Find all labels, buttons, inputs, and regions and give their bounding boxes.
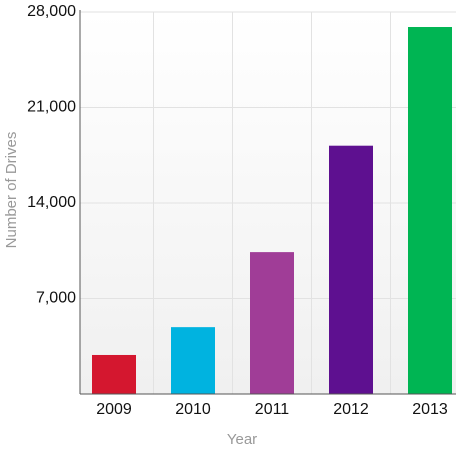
x-tick-label: 2010 — [175, 401, 211, 418]
bar — [408, 27, 452, 395]
x-axis-title: Year — [227, 431, 257, 448]
x-tick-label: 2009 — [96, 401, 132, 418]
bar — [329, 145, 373, 394]
y-axis-title: Number of Drives — [3, 132, 20, 249]
x-tick-label: 2011 — [255, 401, 290, 418]
x-tick-label: 2012 — [333, 401, 369, 418]
y-tick-label: 21,000 — [27, 99, 76, 116]
y-tick-label: 14,000 — [27, 194, 76, 211]
bar — [171, 327, 215, 394]
x-tick-label: 2013 — [412, 401, 448, 418]
bar — [250, 252, 294, 394]
bar — [92, 354, 136, 394]
y-tick-label: 28,000 — [27, 3, 76, 20]
y-tick-label: 7,000 — [36, 290, 76, 307]
